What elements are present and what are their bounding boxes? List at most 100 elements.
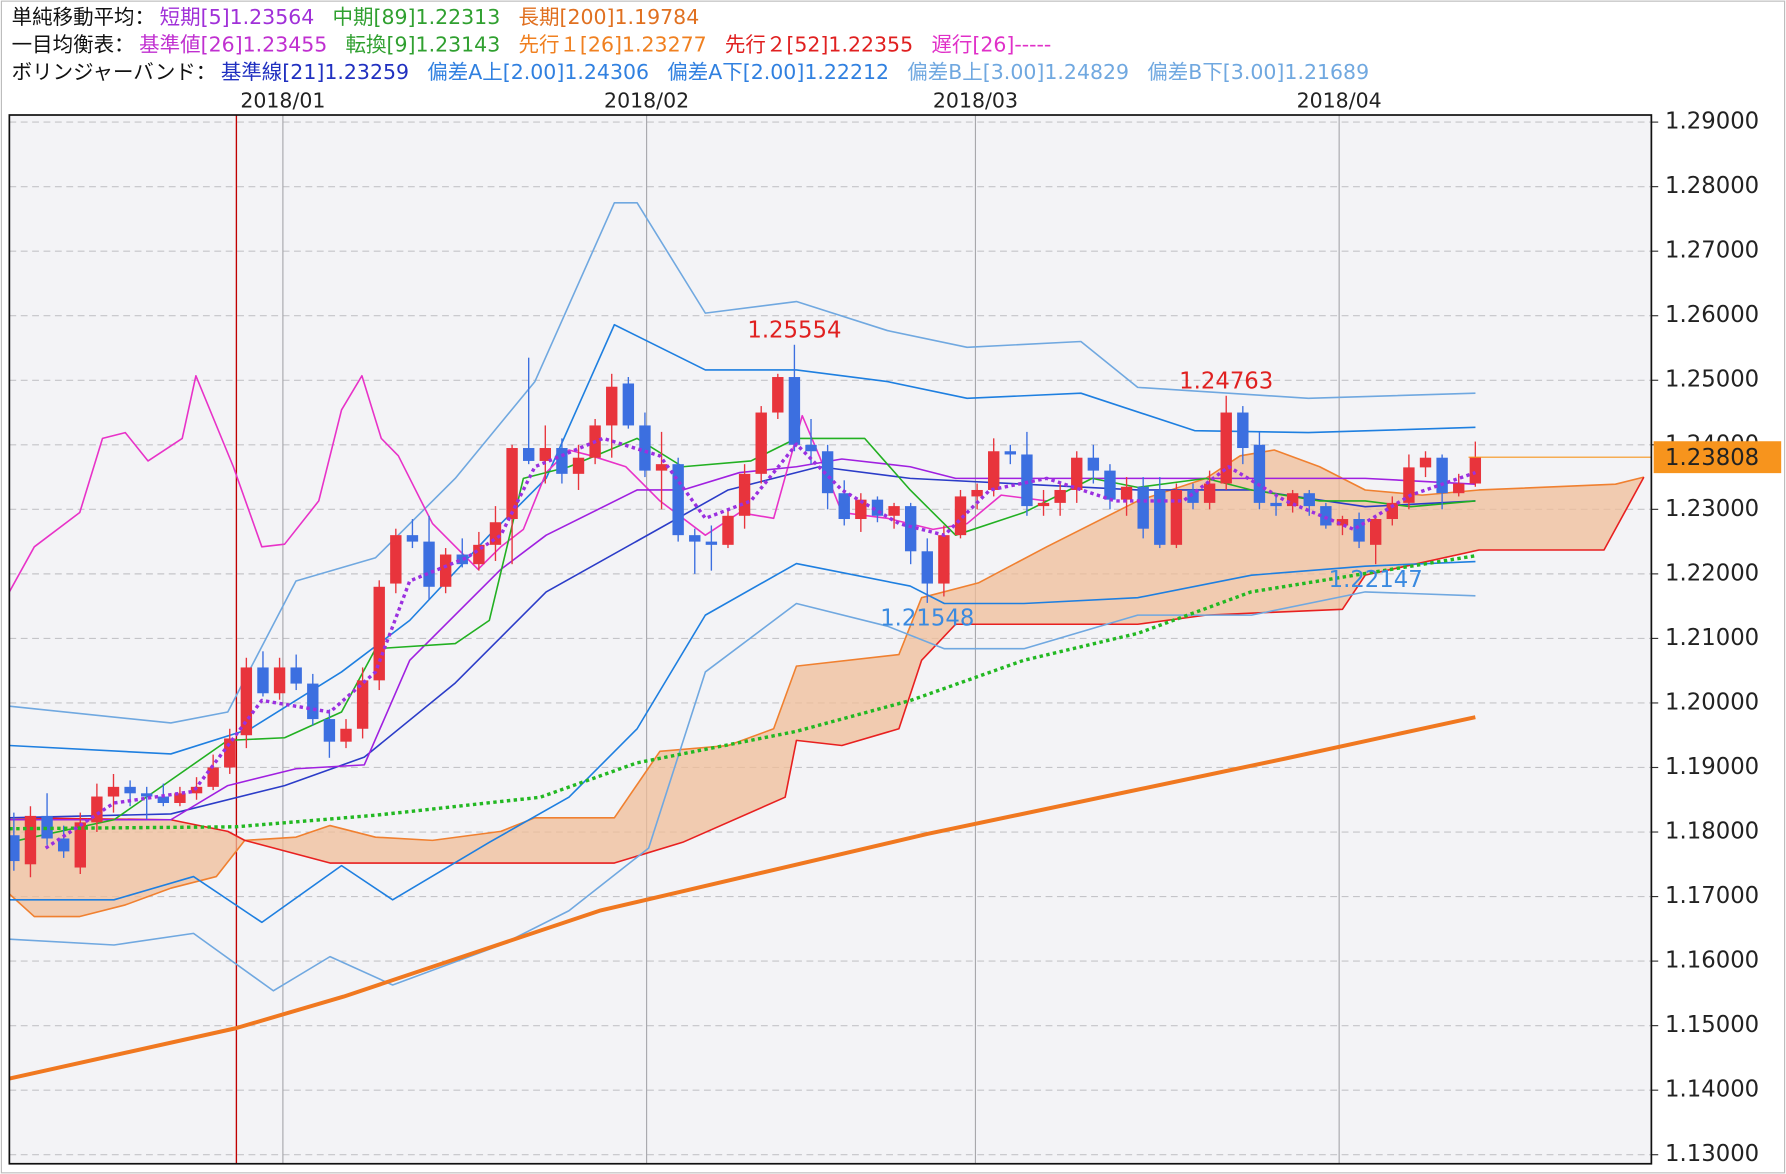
- y-tick-label: 1.27000: [1665, 238, 1759, 264]
- legend-row: 単純移動平均： 短期[5]1.23564 中期[89]1.22313 長期[200]1…: [12, 5, 700, 29]
- candle-body: [522, 448, 535, 461]
- indicator-line: [9, 715, 1476, 1081]
- plot-frame: [8, 114, 1653, 1165]
- candle-body: [572, 457, 585, 474]
- candle-body: [722, 515, 734, 545]
- y-tick-label: 1.29000: [1665, 109, 1759, 135]
- candle-body: [904, 506, 917, 552]
- indicator-line: [9, 458, 1476, 821]
- candle-body: [57, 838, 70, 852]
- candle-body: [174, 793, 186, 803]
- candle-body: [938, 535, 950, 584]
- x-tick-label: 2018/01: [240, 88, 325, 112]
- x-tick-label: 2018/04: [1297, 88, 1382, 112]
- candle-body: [738, 473, 751, 516]
- last-price-label: 1.23808: [1665, 445, 1759, 471]
- candle-body: [1369, 519, 1382, 545]
- candle-body: [1203, 483, 1216, 503]
- candle-body: [1453, 483, 1465, 494]
- y-tick-label: 1.20000: [1665, 689, 1759, 715]
- y-tick-label: 1.21000: [1665, 625, 1759, 651]
- candle-body: [257, 667, 269, 694]
- candle-body: [439, 554, 452, 587]
- candle-body: [1187, 489, 1199, 503]
- candle-body: [107, 786, 120, 797]
- candle-body: [1386, 502, 1398, 520]
- indicator-line: [9, 437, 1476, 844]
- legend-entry: 偏差B上[3.00]1.24829: [907, 60, 1129, 84]
- candle-body: [539, 448, 551, 461]
- legend-entry: 偏差A上[2.00]1.24306: [427, 60, 649, 84]
- cloud: [9, 449, 1644, 917]
- candle-body: [406, 535, 419, 542]
- candle-body: [1037, 502, 1050, 507]
- legend-entry: 先行２[52]1.22355: [725, 33, 913, 57]
- candle-body: [157, 796, 170, 803]
- y-tick-label: 1.25000: [1665, 367, 1759, 393]
- y-tick-label: 1.19000: [1665, 754, 1759, 780]
- candle-body: [805, 444, 817, 452]
- candle-body: [240, 667, 253, 736]
- candle-body: [672, 464, 684, 536]
- legend-entry: 偏差B下[3.00]1.21689: [1147, 60, 1369, 84]
- candle-body: [821, 451, 834, 494]
- candle-body: [141, 793, 153, 797]
- candle-body: [390, 535, 402, 584]
- candle-body: [971, 489, 983, 497]
- candle-body: [855, 499, 867, 520]
- candle-body: [921, 551, 933, 584]
- candle-body: [1403, 467, 1415, 503]
- candle-body: [1320, 506, 1332, 526]
- x-tick-label: 2018/03: [933, 88, 1018, 112]
- candle-body: [1220, 412, 1232, 484]
- y-tick-label: 1.28000: [1665, 173, 1759, 199]
- candle-body: [456, 554, 468, 565]
- price-annotation: 1.24763: [1179, 368, 1273, 394]
- candle-body: [74, 822, 86, 868]
- candle-body: [1054, 489, 1066, 503]
- candle-body: [1104, 470, 1116, 500]
- candle-body: [1336, 519, 1349, 526]
- candle-body: [871, 499, 884, 516]
- legend-entry: 基準線[21]1.23259: [221, 60, 409, 84]
- candle-body: [207, 767, 219, 787]
- candle-body: [307, 683, 319, 720]
- indicator-line: [9, 560, 1476, 924]
- legend-entry: 先行１[26]1.23277: [518, 33, 706, 57]
- candle-body: [1303, 493, 1315, 507]
- legend-row: ボリンジャーバンド： 基準線[21]1.23259 偏差A上[2.00]1.2430…: [12, 60, 1369, 84]
- candle-body: [1286, 493, 1299, 507]
- y-tick-label: 1.17000: [1665, 883, 1759, 909]
- legend-label: 一目均衡表：: [12, 33, 135, 57]
- candle-body: [606, 386, 618, 426]
- candle-body: [788, 377, 801, 445]
- y-tick-label: 1.18000: [1665, 819, 1759, 845]
- candle-body: [655, 464, 668, 471]
- legend-row: 一目均衡表： 基準値[26]1.23455 転換[9]1.23143 先行１[26]1…: [12, 33, 1052, 57]
- candle-body: [1419, 457, 1432, 468]
- indicator-line: [9, 591, 1476, 992]
- candle-body: [489, 522, 502, 545]
- y-tick-label: 1.22000: [1665, 560, 1759, 586]
- price-annotation: 1.21548: [880, 605, 974, 631]
- candle-body: [888, 506, 900, 516]
- moving-average-line: [44, 436, 1477, 850]
- y-tick-label: 1.14000: [1665, 1077, 1759, 1103]
- y-tick-label: 1.16000: [1665, 948, 1759, 974]
- legend-entry: 長期[200]1.19784: [518, 5, 699, 29]
- candle-body: [1137, 486, 1149, 529]
- candle-body: [639, 425, 651, 471]
- legend-entry: 短期[5]1.23564: [160, 5, 315, 29]
- legend-label: 単純移動平均：: [12, 5, 155, 29]
- candle-body: [323, 719, 336, 742]
- candle-body: [506, 448, 518, 520]
- indicator-line: [9, 323, 1476, 755]
- candle-body: [755, 412, 767, 474]
- candle-body: [556, 448, 568, 474]
- span-a-line: [9, 449, 1645, 918]
- price-annotation: 1.22147: [1329, 567, 1423, 593]
- span-b-line: [9, 476, 1645, 864]
- legend-label: ボリンジャーバンド：: [12, 60, 217, 84]
- candle-body: [273, 667, 286, 694]
